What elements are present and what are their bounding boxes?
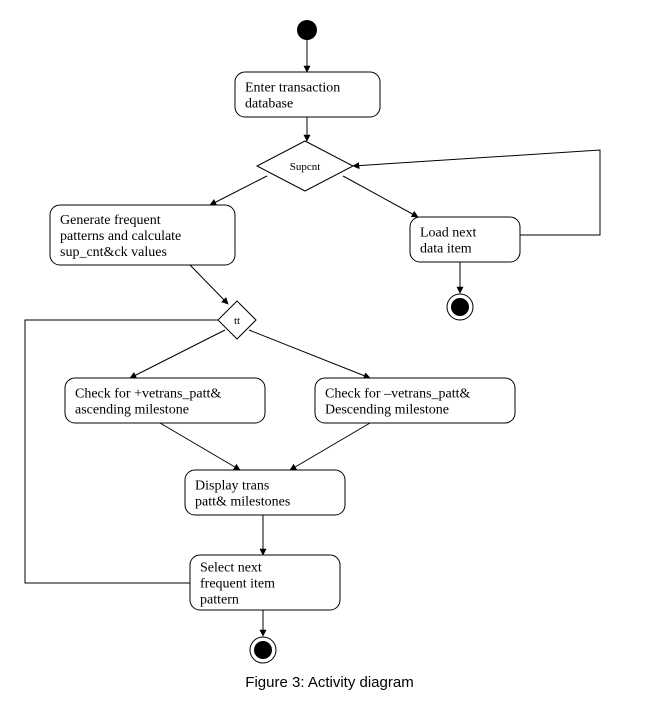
edge <box>249 330 370 378</box>
edge <box>190 265 228 304</box>
decision-label: tt <box>234 315 240 327</box>
activity-diagram: Enter transactiondatabase Supcnt Generate … <box>0 0 659 703</box>
edge <box>290 423 370 470</box>
nodes: Enter transactiondatabase Supcnt Generate … <box>50 20 520 663</box>
node-label: Check for +vetrans_patt& <box>75 387 221 402</box>
node-label: Descending milestone <box>325 403 449 418</box>
node-label: Check for –vetrans_patt& <box>325 387 471 402</box>
node-label: Select next <box>200 561 262 576</box>
edge <box>343 176 418 217</box>
node-label: pattern <box>200 593 239 608</box>
edge <box>160 423 240 470</box>
node-start <box>297 20 317 40</box>
node-enter: Enter transactiondatabase <box>235 72 380 117</box>
node-label: frequent item <box>200 577 275 592</box>
node-loadnext: Load nextdata item <box>410 217 520 262</box>
node-end_right <box>447 294 473 320</box>
node-check_neg: Check for –vetrans_patt&Descending miles… <box>315 378 515 423</box>
edge <box>210 176 267 205</box>
node-label: data item <box>420 242 472 257</box>
node-label: Load next <box>420 226 476 241</box>
edge <box>25 320 218 583</box>
figure-caption: Figure 3: Activity diagram <box>245 674 413 691</box>
node-label: Generate frequent <box>60 213 161 228</box>
node-display: Display transpatt& milestones <box>185 470 345 515</box>
node-generate: Generate frequentpatterns and calculates… <box>50 205 235 265</box>
node-label: sup_cnt&ck values <box>60 245 167 260</box>
node-selectnext: Select nextfrequent itempattern <box>190 555 340 610</box>
node-label: Enter transaction <box>245 81 340 96</box>
node-supcnt: Supcnt <box>257 141 353 191</box>
node-check_pos: Check for +vetrans_patt&ascending milest… <box>65 378 265 423</box>
node-label: patt& milestones <box>195 495 290 510</box>
node-label: Display trans <box>195 479 269 494</box>
node-tt: tt <box>218 301 256 339</box>
edges <box>25 40 600 636</box>
decision-label: Supcnt <box>290 161 321 173</box>
node-label: ascending milestone <box>75 403 189 418</box>
edge <box>130 330 225 378</box>
node-label: patterns and calculate <box>60 229 181 244</box>
node-label: database <box>245 97 293 112</box>
node-end_bottom <box>250 637 276 663</box>
